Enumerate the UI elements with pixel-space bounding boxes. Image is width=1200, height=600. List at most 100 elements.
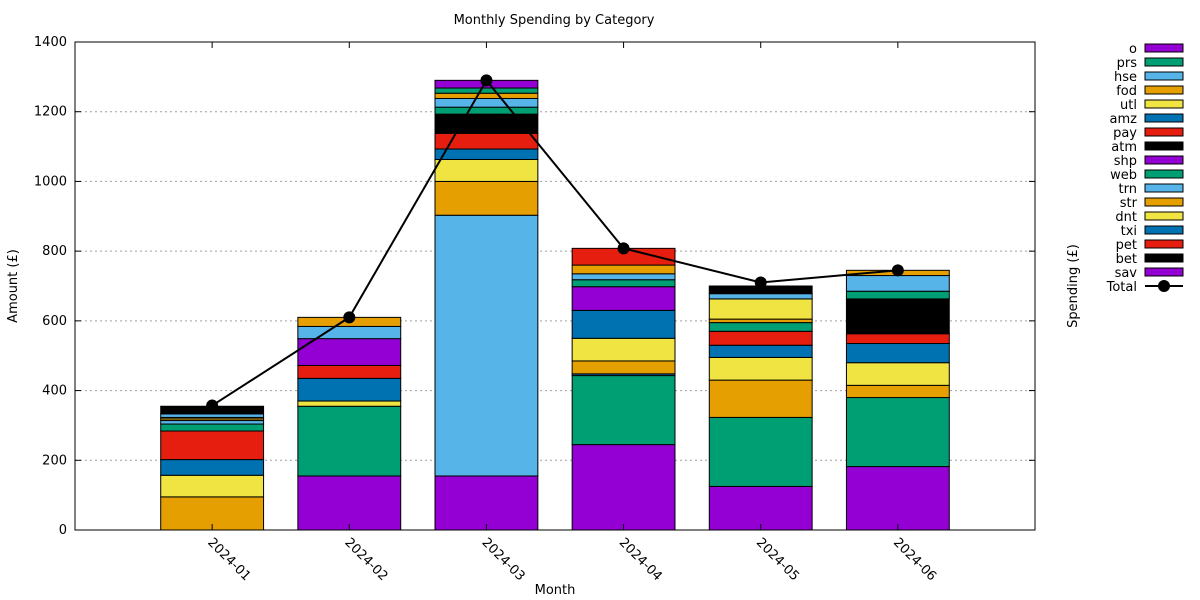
legend-swatch: [1144, 197, 1184, 207]
bar-segment: [434, 180, 539, 216]
x-tick-label: 2024-06: [890, 535, 939, 584]
x-tick-label: 2024-03: [479, 535, 528, 584]
y-tick-label: 600: [42, 314, 67, 329]
bar-segment: [708, 485, 813, 531]
legend-swatch: [1144, 57, 1184, 67]
legend-label: dnt: [1115, 210, 1137, 225]
bar-segment: [434, 214, 539, 477]
legend-swatch: [1144, 225, 1184, 235]
y-tick-label: 1400: [34, 35, 67, 50]
legend-label: atm: [1111, 140, 1137, 155]
total-line: [206, 74, 904, 412]
y-tick-label: 1200: [34, 105, 67, 120]
bar-segment: [297, 405, 402, 477]
bar-segment: [160, 459, 265, 476]
bar-segment: [297, 325, 402, 340]
bar-segment: [434, 106, 539, 115]
bar-segment: [845, 275, 950, 292]
legend-label: txi: [1121, 224, 1137, 239]
x-tick-label: 2024-05: [753, 535, 802, 584]
y-tick-label: 200: [42, 453, 67, 468]
bar-segment: [708, 293, 813, 300]
plot-frame: [74, 41, 1036, 531]
bar-segment: [845, 290, 950, 300]
legend-label: bet: [1116, 252, 1137, 267]
legend-label: shp: [1114, 154, 1137, 169]
y-axis-label: Amount (£): [6, 249, 21, 323]
bar-segment: [708, 298, 813, 320]
bar-segment: [297, 338, 402, 366]
legend-label: sav: [1115, 266, 1138, 281]
y-tick-label: 1000: [34, 174, 67, 189]
bar-segment: [708, 356, 813, 381]
legend: oprshsefodutlamzpayatmshpwebtrnstrdnttxi…: [1106, 42, 1184, 295]
bar-segment: [434, 92, 539, 99]
bar-segment: [571, 360, 676, 375]
legend-label: pet: [1116, 238, 1137, 253]
legend-swatch: [1144, 99, 1184, 109]
bar-segment: [571, 286, 676, 311]
y-tick-label: 400: [42, 384, 67, 399]
bar-segment: [708, 318, 813, 324]
bar-segment: [571, 264, 676, 275]
legend-point-swatch: [1158, 280, 1170, 292]
legend-swatch: [1144, 169, 1184, 179]
x-axis-label: Month: [535, 583, 576, 598]
legend-swatch: [1144, 253, 1184, 263]
bar-segment: [297, 364, 402, 379]
bar-segment: [708, 344, 813, 358]
legend-swatch: [1144, 71, 1184, 81]
legend-label: amz: [1110, 112, 1138, 127]
bar-segment: [845, 362, 950, 386]
bar-segment: [571, 375, 676, 446]
bar-segment: [571, 309, 676, 339]
total-point: [754, 276, 767, 289]
legend-swatch: [1144, 183, 1184, 193]
bar-segment: [708, 379, 813, 418]
bar-segment: [434, 475, 539, 531]
legend-swatch: [1144, 267, 1184, 277]
x-tick-label: 2024-04: [616, 535, 665, 584]
legend-label: trn: [1119, 182, 1137, 197]
total-point: [206, 399, 219, 412]
legend-label: prs: [1117, 56, 1138, 71]
x-tick-label: 2024-01: [204, 535, 253, 584]
total-point: [343, 311, 356, 324]
bar-segment: [434, 148, 539, 160]
bar-segment: [434, 97, 539, 108]
legend-swatch: [1144, 155, 1184, 165]
bar-segment: [160, 474, 265, 498]
bar-segment: [845, 466, 950, 531]
chart-title: Monthly Spending by Category: [454, 13, 655, 28]
bar-segment: [708, 330, 813, 346]
bar-segment: [571, 444, 676, 531]
bar-segment: [297, 475, 402, 531]
bar-segment: [160, 423, 265, 432]
legend-label: utl: [1120, 98, 1137, 113]
legend-swatch: [1144, 211, 1184, 221]
legend-swatch: [1144, 127, 1184, 137]
bar-segment: [571, 279, 676, 288]
legend-swatch: [1144, 239, 1184, 249]
legend-swatch: [1144, 141, 1184, 151]
legend-swatch: [1144, 113, 1184, 123]
x-tick-label: 2024-02: [341, 535, 390, 584]
bar-segment: [845, 397, 950, 468]
bar-segment: [708, 416, 813, 487]
y-axis-ticks: 0 200 400 600 800 1000 1200 1400: [34, 35, 1035, 538]
y2-axis-label: Spending (£): [1066, 244, 1081, 328]
legend-label: str: [1120, 196, 1138, 211]
legend-label: Total: [1106, 280, 1137, 295]
legend-label: web: [1110, 168, 1137, 183]
bar-segment: [845, 298, 950, 335]
total-point: [891, 264, 904, 277]
legend-label: hse: [1114, 70, 1137, 85]
legend-label: fod: [1116, 84, 1137, 99]
y-tick-label: 800: [42, 244, 67, 259]
bar-segment: [845, 384, 950, 399]
bar-segment: [160, 420, 265, 425]
total-series-line: [211, 78, 898, 407]
y-tick-label: 0: [59, 523, 67, 538]
bar-segment: [845, 333, 950, 345]
bar-segment: [708, 322, 813, 332]
